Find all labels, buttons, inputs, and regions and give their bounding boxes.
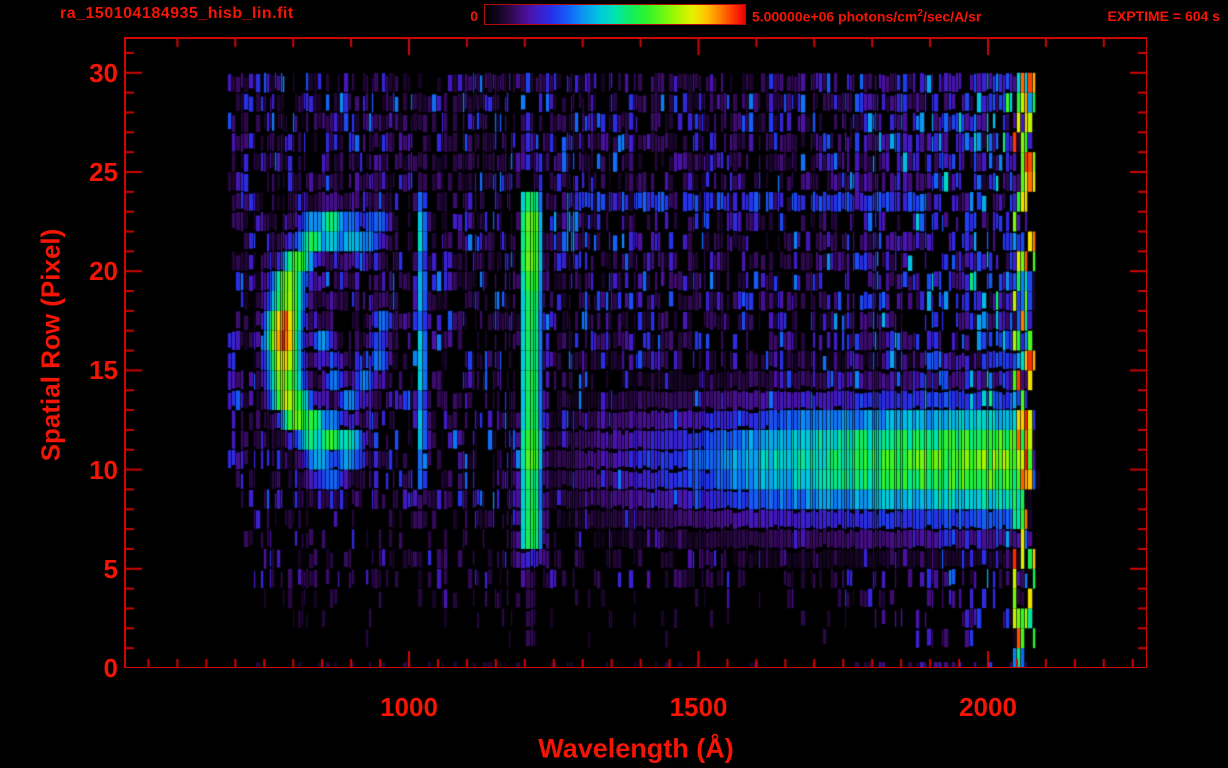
colorbar-max-prefix: 5.00000e+06 photons/cm xyxy=(752,8,918,25)
colorbar-min-label: 0 xyxy=(470,8,478,24)
x-tick-label: 1500 xyxy=(669,692,728,722)
y-tick-label: 30 xyxy=(89,57,118,88)
y-tick-label: 0 xyxy=(103,653,118,683)
y-tick-label: 10 xyxy=(89,454,118,485)
y-tick-label: 20 xyxy=(89,256,118,287)
fits-filename-title: ra_150104184935_hisb_lin.fit xyxy=(60,5,294,22)
y-tick-label: 25 xyxy=(89,157,118,187)
x-axis-title: Wavelength (Å) xyxy=(538,733,734,764)
x-tick-label: 2000 xyxy=(959,692,1017,722)
colorbar-max-superscript: 2 xyxy=(917,8,923,19)
spectrogram-canvas xyxy=(126,39,1146,667)
intensity-colorbar xyxy=(484,4,746,25)
colorbar-max-label: 5.00000e+06 photons/cm2/sec/A/sr xyxy=(752,8,981,25)
y-tick-label: 5 xyxy=(103,553,118,584)
colorbar-max-suffix: /sec/A/sr xyxy=(922,8,982,25)
x-tick-label: 1000 xyxy=(380,692,438,722)
y-tick-label: 15 xyxy=(89,355,118,386)
exposure-time-label: EXPTIME = 604 s xyxy=(1107,8,1220,24)
